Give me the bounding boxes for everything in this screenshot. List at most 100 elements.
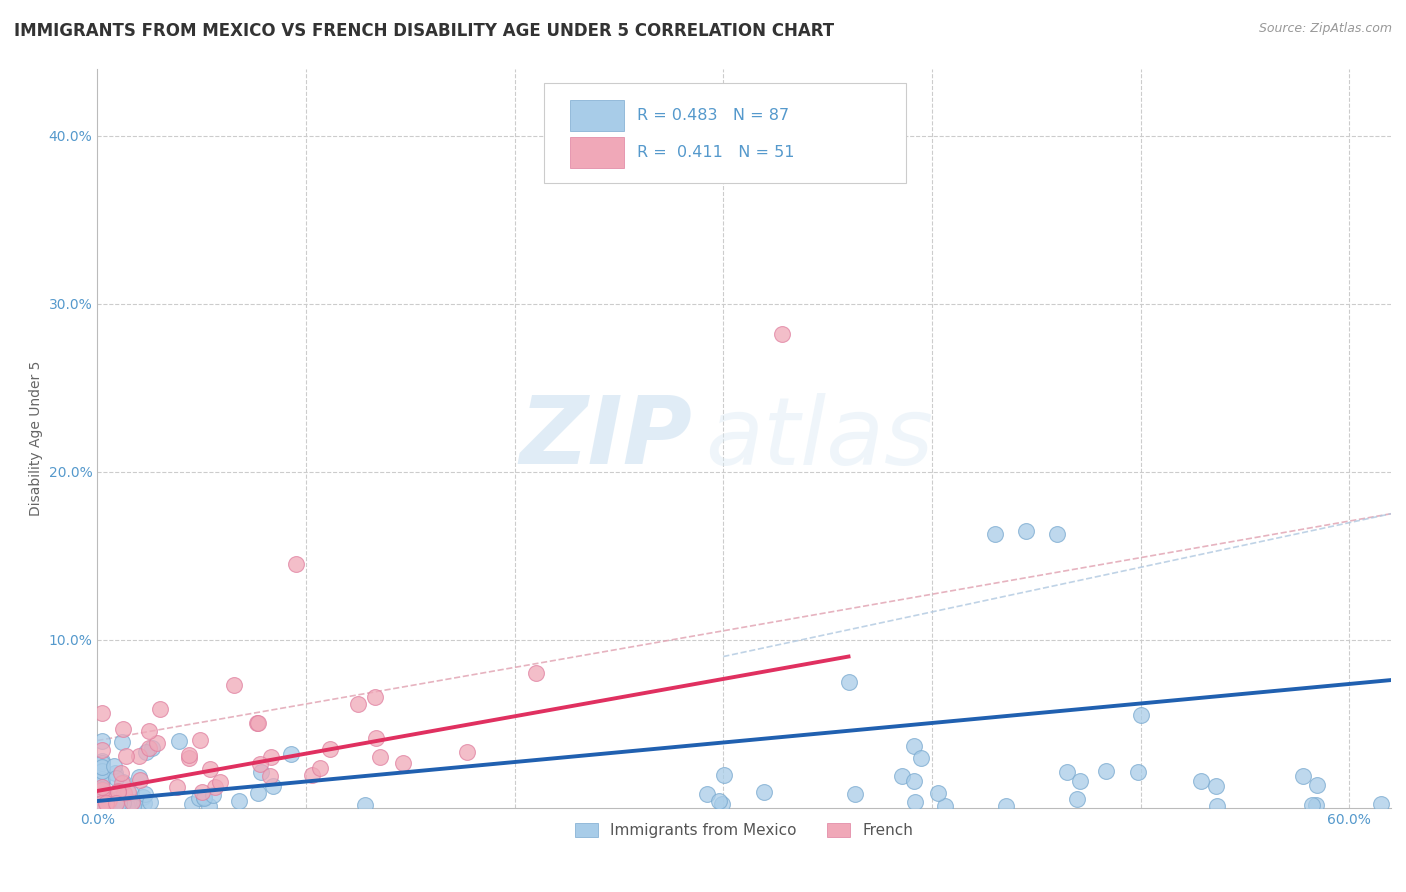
Point [90,756,112,770]
Point [90,760,112,774]
Point [1205,779,1227,793]
Text: IMMIGRANTS FROM MEXICO VS FRENCH DISABILITY AGE UNDER 5 CORRELATION CHART: IMMIGRANTS FROM MEXICO VS FRENCH DISABIL… [14,22,834,40]
Point [456,745,478,759]
Point [259,768,281,782]
Point [1128,764,1150,779]
Point [110,766,132,780]
Point [193,791,215,805]
Point [770,326,793,341]
Point [90,772,112,786]
Point [262,779,284,793]
Point [1205,799,1227,814]
Point [910,751,932,765]
Point [368,749,391,764]
Point [1046,527,1069,541]
FancyBboxPatch shape [544,83,905,183]
Point [135,745,157,759]
Point [837,674,859,689]
Point [108,796,131,810]
Point [301,767,323,781]
Point [197,798,219,813]
Text: R = 0.483   N = 87: R = 0.483 N = 87 [637,108,789,123]
Point [752,785,775,799]
Text: R =  0.411   N = 51: R = 0.411 N = 51 [637,145,794,160]
Point [104,765,127,780]
Point [91,785,114,799]
Point [90,798,112,813]
Point [249,764,271,779]
Point [111,735,134,749]
Point [94,796,117,810]
Point [132,790,155,805]
Point [934,799,956,814]
Point [177,747,200,762]
Point [97,794,120,808]
Point [1066,792,1088,806]
Point [1369,797,1392,812]
Point [204,780,226,794]
Point [134,787,156,801]
Point [122,799,145,814]
Point [1056,765,1078,780]
Point [96,796,118,810]
Point [260,750,283,764]
Point [97,798,120,813]
Point [208,774,231,789]
Point [1292,769,1315,783]
Text: atlas: atlas [706,392,934,483]
Point [90,796,112,810]
Point [112,775,135,789]
Point [364,731,387,746]
Point [711,797,734,811]
Point [90,788,112,802]
Point [1095,764,1118,778]
Point [188,732,211,747]
Point [91,755,114,769]
Point [90,780,112,795]
Point [1015,524,1038,538]
Point [107,784,129,798]
Point [193,790,215,805]
Point [364,690,387,704]
Point [93,788,115,802]
Text: Source: ZipAtlas.com: Source: ZipAtlas.com [1258,22,1392,36]
Point [100,797,122,812]
Point [904,795,927,809]
Point [903,739,925,754]
Point [90,797,112,812]
Point [112,786,135,800]
Point [129,772,152,787]
Point [319,741,342,756]
Point [354,798,377,813]
Point [308,761,330,775]
Point [696,787,718,801]
Point [198,762,221,776]
Point [141,741,163,756]
Point [105,792,128,806]
Point [202,788,225,802]
Point [122,797,145,811]
Point [114,749,136,764]
Point [247,787,270,801]
Point [111,797,134,811]
Point [90,733,112,747]
Point [90,774,112,789]
Point [90,783,112,797]
Point [117,785,139,799]
Point [96,799,118,814]
Point [90,742,112,756]
Point [903,774,925,789]
Point [146,736,169,750]
Point [139,795,162,809]
Point [120,786,142,800]
Legend: Immigrants from Mexico, French: Immigrants from Mexico, French [569,817,920,845]
Point [138,741,160,756]
Point [179,751,201,765]
Point [222,678,245,692]
Point [284,557,307,571]
Point [167,733,190,747]
Y-axis label: Disability Age Under 5: Disability Age Under 5 [30,360,44,516]
Point [111,799,134,814]
Point [128,771,150,785]
Point [93,785,115,799]
